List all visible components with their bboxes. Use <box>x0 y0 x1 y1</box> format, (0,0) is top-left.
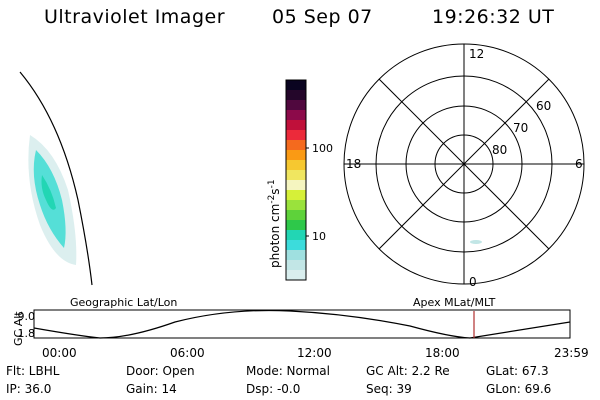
colorbar-segment <box>286 180 306 191</box>
colorbar-segment <box>286 100 306 111</box>
orbit-xtick-1: 06:00 <box>170 346 205 360</box>
colorbar-segment <box>286 140 306 151</box>
info-seq: Seq: 39 <box>366 382 412 396</box>
colorbar-tick-100: 100 <box>312 142 333 155</box>
info-dsp: Dsp: -0.0 <box>246 382 301 396</box>
info-gc-alt: GC Alt: 2.2 Re <box>366 364 450 378</box>
info-flt: Flt: LBHL <box>6 364 60 378</box>
orbit-ytick-bottom: 1.8 <box>18 327 36 340</box>
orbit-xtick-3: 18:00 <box>425 346 460 360</box>
colorbar-segment <box>286 270 306 281</box>
polar-aurora-spot <box>470 240 482 244</box>
polar-label-0: 0 <box>469 275 477 289</box>
time-label: 19:26:32 UT <box>432 6 555 28</box>
colorbar-segment <box>286 130 306 141</box>
colorbar-segment <box>286 260 306 271</box>
colorbar-segment <box>286 220 306 231</box>
aurora-image <box>28 135 77 265</box>
info-mode: Mode: Normal <box>246 364 330 378</box>
polar-label-12: 12 <box>469 47 484 61</box>
polar-label-60: 60 <box>536 99 551 113</box>
orbit-xtick-4: 23:59 <box>554 346 589 360</box>
orbit-right-label: Apex MLat/MLT <box>413 296 496 309</box>
colorbar-segment <box>286 210 306 221</box>
colorbar-segment <box>286 110 306 121</box>
date-label: 05 Sep 07 <box>272 6 373 28</box>
colorbar-tick-10: 10 <box>312 230 326 243</box>
colorbar <box>285 79 307 281</box>
colorbar-segment <box>286 120 306 131</box>
colorbar-segment <box>286 90 306 101</box>
colorbar-segment <box>286 230 306 241</box>
info-glon: GLon: 69.6 <box>486 382 552 396</box>
info-door: Door: Open <box>126 364 195 378</box>
colorbar-segment <box>286 150 306 161</box>
polar-label-6: 6 <box>575 157 583 171</box>
colorbar-segment <box>286 250 306 261</box>
orbit-ylabel: GC Alt <box>12 311 25 346</box>
info-glat: GLat: 67.3 <box>486 364 549 378</box>
colorbar-segment <box>286 170 306 181</box>
colorbar-segment <box>286 240 306 251</box>
colorbar-segment <box>286 80 306 91</box>
polar-plot <box>343 43 585 285</box>
polar-label-18: 18 <box>346 157 361 171</box>
colorbar-segment <box>286 160 306 171</box>
polar-label-80: 80 <box>492 143 507 157</box>
app-title: Ultraviolet Imager <box>44 6 226 28</box>
info-ip: IP: 36.0 <box>6 382 52 396</box>
orbit-xtick-2: 12:00 <box>297 346 332 360</box>
colorbar-segment <box>286 200 306 211</box>
earth-limb <box>19 71 93 286</box>
polar-label-70: 70 <box>513 121 528 135</box>
orbit-altitude-curve <box>33 309 571 339</box>
orbit-ytick-top: 9.0 <box>18 310 36 323</box>
orbit-xtick-0: 00:00 <box>42 346 77 360</box>
colorbar-unit-label: photon cm-2s-1 <box>267 179 282 268</box>
orbit-frame <box>33 309 571 339</box>
colorbar-segment <box>286 190 306 201</box>
info-gain: Gain: 14 <box>126 382 177 396</box>
orbit-left-label: Geographic Lat/Lon <box>70 296 177 309</box>
